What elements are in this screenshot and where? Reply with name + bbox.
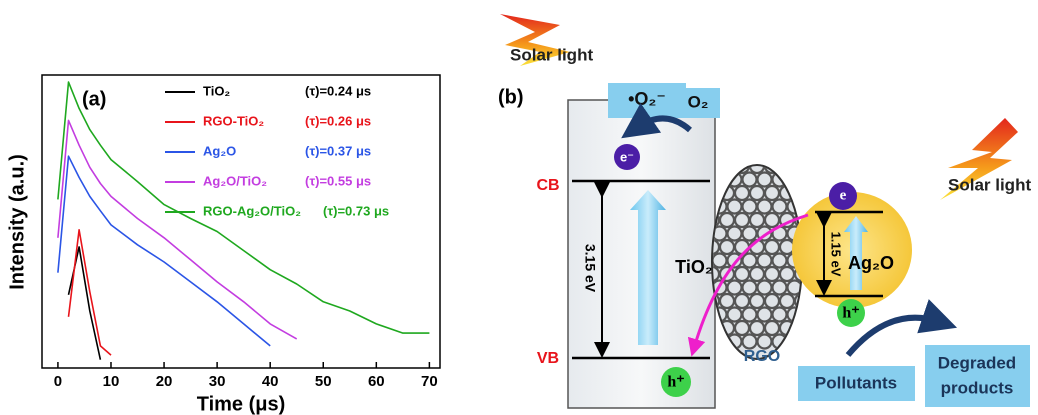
label: products: [941, 378, 1014, 397]
lifetime-label: (τ)=0.37 μs: [305, 143, 371, 158]
x-tick-label: 50: [315, 373, 332, 390]
legend-label: Ag₂O: [203, 143, 236, 158]
figure: (a) Time (μs) Intensity (a.u.) 0 10 20 30 40…: [0, 0, 1038, 415]
diagram-b: Solar light (b) •O₂⁻ O₂ e⁻ CB VB 3.15 eV…: [498, 14, 1031, 408]
legend-label: Ag₂O/TiO₂: [203, 173, 267, 188]
rgo-ring: [788, 335, 802, 349]
label: Ag₂O: [848, 253, 894, 273]
x-tick-label: 0: [54, 373, 62, 390]
label: Pollutants: [815, 373, 897, 392]
legend-label: RGO-TiO₂: [203, 113, 264, 128]
label: e⁻: [620, 149, 634, 164]
lifetime-label: (τ)=0.55 μs: [305, 173, 371, 188]
label: TiO₂: [675, 257, 713, 277]
label: 1.15 eV: [829, 232, 844, 277]
chart-a: (a) Time (μs) Intensity (a.u.) 0 10 20 30 40…: [6, 75, 440, 415]
label: 3.15 eV: [582, 244, 598, 293]
decay-curve: [58, 120, 297, 339]
rgo-ring: [795, 321, 809, 335]
label: CB: [536, 177, 559, 194]
legend-label: TiO₂: [203, 83, 230, 98]
rgo-ring: [795, 159, 809, 173]
label: h⁺: [842, 305, 859, 322]
x-tick-label: 20: [156, 373, 173, 390]
decay-curve: [69, 230, 112, 355]
rgo-ring: [803, 173, 817, 187]
rgo-ring: [720, 159, 734, 173]
y-axis-title: Intensity (a.u.): [6, 154, 28, 290]
legend-label: RGO-Ag₂O/TiO₂: [203, 203, 301, 218]
panel-label: (a): [82, 88, 106, 110]
panel-label: (b): [498, 86, 524, 108]
label: Degraded: [938, 353, 1016, 372]
label: Solar light: [510, 45, 593, 64]
x-tick-label: 30: [209, 373, 226, 390]
lifetime-label: (τ)=0.24 μs: [305, 83, 371, 98]
rgo-ring: [803, 335, 817, 349]
label: h⁺: [667, 374, 684, 391]
rgo-ring: [788, 173, 802, 187]
label: e: [840, 187, 847, 203]
lifetime-label: (τ)=0.73 μs: [323, 203, 389, 218]
rgo-ring: [803, 308, 817, 322]
x-tick-label: 10: [103, 373, 120, 390]
x-axis-title: Time (μs): [197, 393, 286, 415]
lifetime-label: (τ)=0.26 μs: [305, 113, 371, 128]
rgo-ring: [795, 186, 809, 200]
label: •O₂⁻: [628, 89, 666, 109]
x-tick-label: 60: [368, 373, 385, 390]
label: Solar light: [948, 175, 1031, 194]
label: RGO: [744, 348, 780, 365]
label: VB: [537, 350, 559, 367]
rgo-ring: [780, 159, 794, 173]
x-tick-label: 70: [421, 373, 438, 390]
x-tick-label: 40: [262, 373, 279, 390]
label: O₂: [688, 92, 709, 111]
